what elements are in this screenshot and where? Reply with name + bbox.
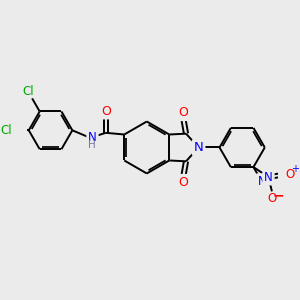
Text: N: N <box>257 175 266 188</box>
Text: O: O <box>101 104 111 118</box>
Text: Cl: Cl <box>22 85 34 98</box>
Text: N: N <box>194 141 203 154</box>
Text: O: O <box>178 106 188 119</box>
Text: −: − <box>273 189 284 202</box>
Text: H: H <box>88 140 95 150</box>
Text: +: + <box>291 164 299 174</box>
Text: N: N <box>88 130 97 143</box>
Text: Cl: Cl <box>0 124 12 137</box>
Text: O: O <box>178 176 188 189</box>
Text: N: N <box>264 171 273 184</box>
Text: O: O <box>286 168 295 181</box>
Text: O: O <box>267 192 277 206</box>
